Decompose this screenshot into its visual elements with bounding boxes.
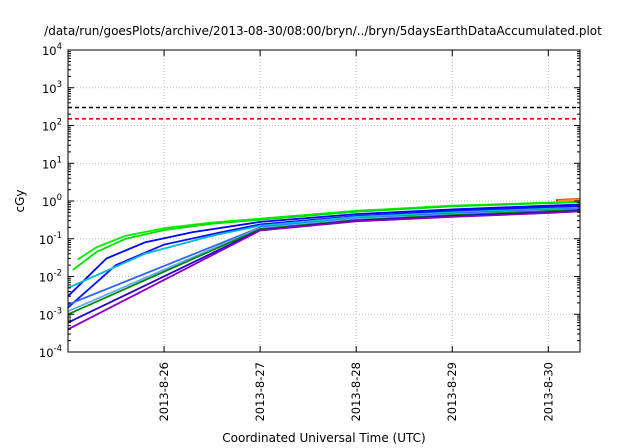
x-tick-label: 2013-8-30 bbox=[541, 362, 555, 422]
y-tick-label: 10-1 bbox=[39, 231, 62, 247]
x-tick-label: 2013-8-27 bbox=[253, 362, 267, 422]
series-line bbox=[67, 203, 581, 297]
threshold-lines bbox=[68, 106, 580, 120]
chart-title: /data/run/goesPlots/archive/2013-08-30/0… bbox=[44, 24, 602, 38]
y-tick-label: 104 bbox=[42, 42, 62, 58]
x-axis: 2013-8-26 2013-8-27 2013-8-28 2013-8-29 2013… bbox=[157, 50, 555, 422]
y-axis-label: cGy bbox=[13, 190, 27, 213]
y-tick-label: 100 bbox=[42, 193, 62, 209]
x-tick-label: 2013-8-26 bbox=[157, 362, 171, 422]
y-tick-label: 103 bbox=[42, 80, 62, 96]
y-tick-label: 101 bbox=[42, 155, 62, 171]
series-line bbox=[557, 199, 581, 202]
series-line bbox=[72, 201, 581, 271]
series-line bbox=[67, 210, 581, 331]
y-tick-label: 10-3 bbox=[39, 306, 62, 322]
x-tick-label: 2013-8-28 bbox=[349, 362, 363, 422]
y-tick-label: 10-4 bbox=[39, 344, 62, 360]
y-tick-label: 10-2 bbox=[39, 269, 62, 285]
x-axis-label: Coordinated Universal Time (UTC) bbox=[222, 431, 425, 445]
grid-lines bbox=[68, 50, 580, 352]
series-line bbox=[67, 206, 581, 289]
y-tick-label: 102 bbox=[42, 118, 62, 134]
data-series bbox=[67, 198, 581, 331]
y-axis: 10-4 10-3 10-2 10-1 100 101 102 103 104 bbox=[39, 42, 580, 360]
x-tick-label: 2013-8-29 bbox=[445, 362, 459, 422]
series-line bbox=[67, 205, 581, 309]
